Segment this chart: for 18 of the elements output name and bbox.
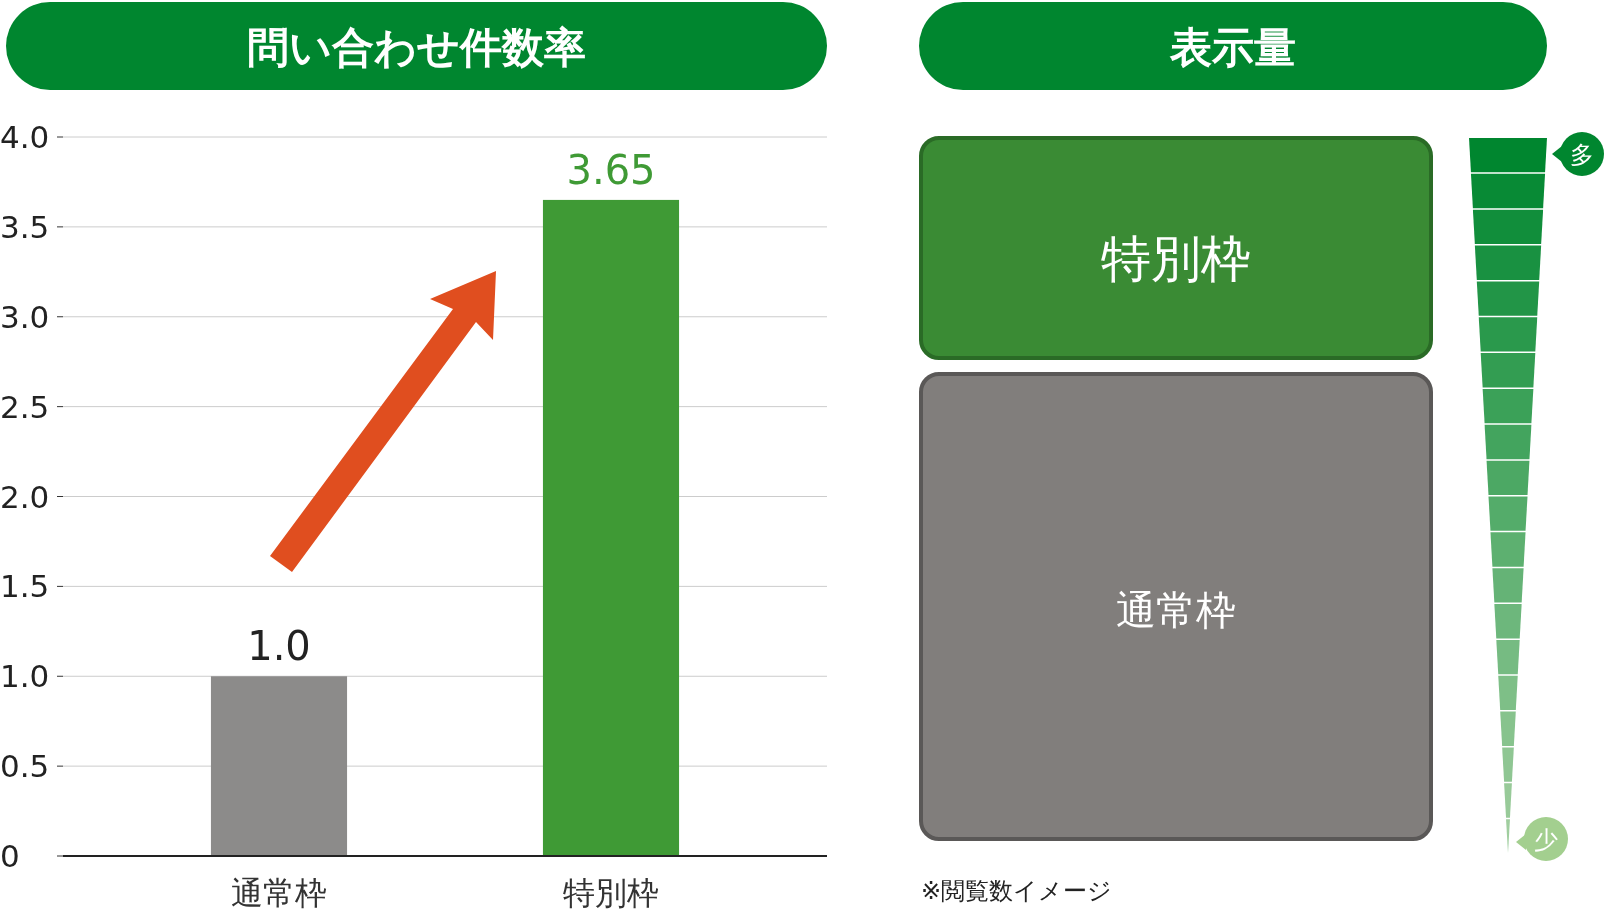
y-tick-label: 0.5 [0,748,50,785]
text: 表示量 [1169,23,1296,72]
text: 特別枠 [1101,230,1251,288]
chart-title: 問い合わせ件数率 [247,23,586,72]
data-label: 1.0 [247,623,311,670]
y-tick-label: 1.0 [0,658,50,695]
y-tick-label: 4.0 [0,119,50,155]
text: 通常枠 [1116,587,1236,633]
y-tick-label: 1.5 [0,568,50,605]
y-tick-label: 3.0 [0,298,50,335]
y-tick-label: 3.5 [0,208,50,245]
text: 多 [1570,141,1594,169]
text: 少 [1534,826,1558,854]
y-tick-label: 2.0 [0,478,50,515]
text: ※閲覧数イメージ [921,877,1113,905]
data-label: 3.65 [566,146,656,193]
y-tick-label: 0 [0,838,20,874]
y-tick-label: 2.5 [0,388,50,425]
